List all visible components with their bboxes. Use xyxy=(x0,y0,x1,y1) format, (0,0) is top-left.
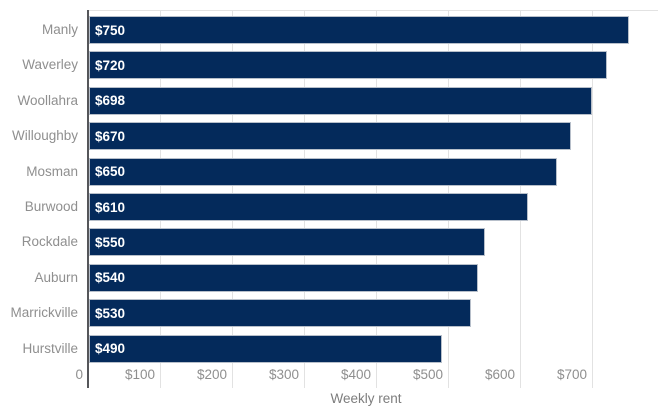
bar-value-label: $530 xyxy=(95,305,126,321)
category-label: Marrickville xyxy=(10,305,79,321)
bar-value-label: $550 xyxy=(95,234,126,250)
category-label: Willoughby xyxy=(11,128,78,144)
category-label: Mosman xyxy=(26,163,78,179)
category-label: Auburn xyxy=(34,269,78,285)
bar-value-label: $720 xyxy=(95,57,126,73)
bar[interactable]: $530 xyxy=(89,299,471,328)
bar[interactable]: $750 xyxy=(89,16,629,44)
x-gridline xyxy=(592,10,593,388)
x-tick-label: $300 xyxy=(268,367,299,382)
category-label: Rockdale xyxy=(21,234,78,250)
bar-value-label: $540 xyxy=(95,270,126,286)
bar[interactable]: $720 xyxy=(89,51,607,80)
bar[interactable]: $670 xyxy=(89,122,571,151)
x-tick-label: $200 xyxy=(196,367,227,382)
y-axis-line xyxy=(87,10,89,388)
x-tick-label: $400 xyxy=(340,367,371,382)
bar[interactable]: $698 xyxy=(89,86,592,115)
x-tick-label: $600 xyxy=(484,367,515,382)
x-axis-title: Weekly rent xyxy=(330,391,402,406)
x-tick-label: $500 xyxy=(412,367,443,382)
bar-value-label: $750 xyxy=(95,22,126,38)
category-label: Woollahra xyxy=(17,92,78,108)
bar-value-label: $670 xyxy=(95,128,126,144)
plot-top-border xyxy=(88,10,658,11)
bar[interactable]: $540 xyxy=(89,263,478,292)
bar-value-label: $650 xyxy=(95,164,126,180)
category-label: Waverley xyxy=(22,57,78,73)
category-label: Burwood xyxy=(24,199,78,214)
bar[interactable]: $550 xyxy=(89,228,485,257)
category-label: Hurstville xyxy=(22,340,78,356)
bar-value-label: $610 xyxy=(95,199,126,215)
x-tick-label: 0 xyxy=(75,367,83,382)
x-tick-label: $700 xyxy=(556,367,587,382)
bar-value-label: $698 xyxy=(95,93,126,109)
bar[interactable]: $490 xyxy=(89,334,442,363)
x-tick-label: $100 xyxy=(124,367,155,382)
bar-value-label: $490 xyxy=(95,341,126,357)
category-label: Manly xyxy=(41,22,78,37)
bar[interactable]: $610 xyxy=(89,193,528,221)
bar[interactable]: $650 xyxy=(89,157,557,186)
